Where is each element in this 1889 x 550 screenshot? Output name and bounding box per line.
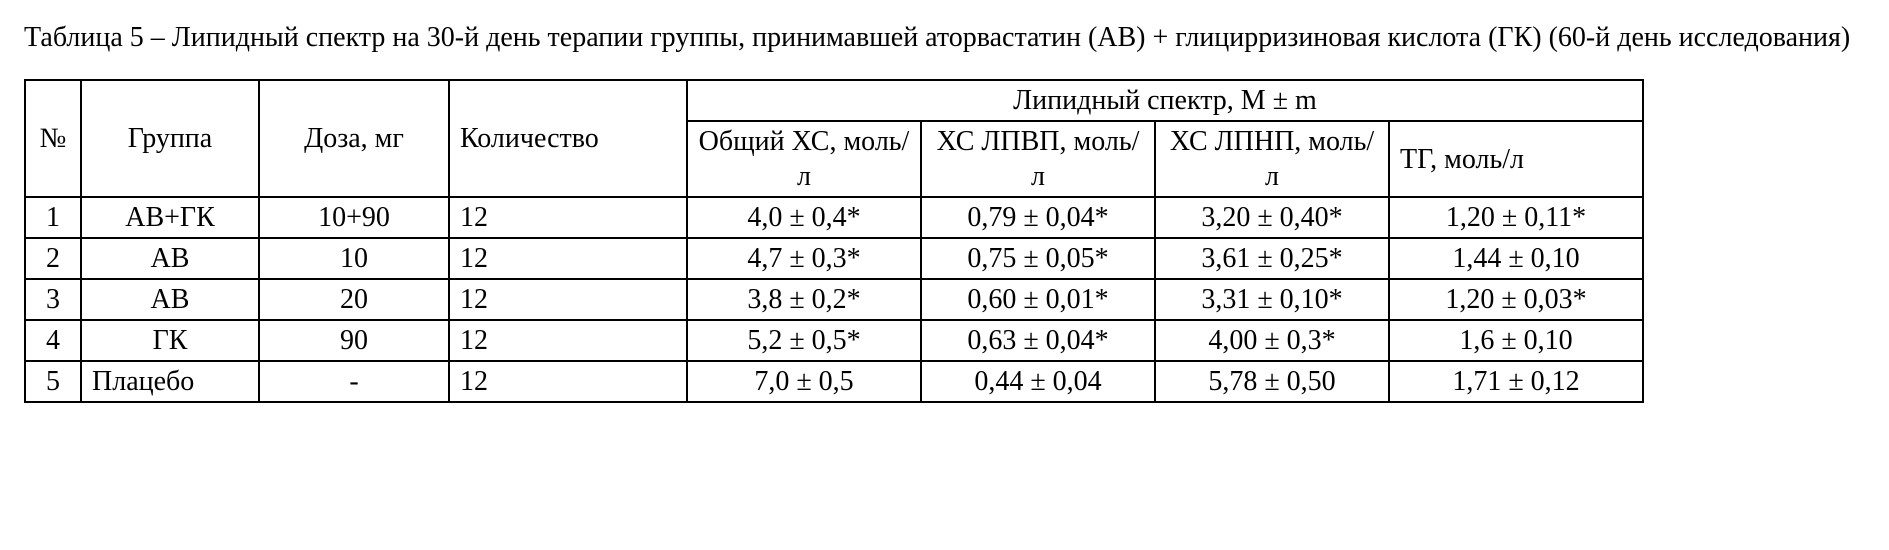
cell-dose: 10 — [259, 238, 449, 279]
table-caption: Таблица 5 – Липидный спектр на 30-й день… — [24, 20, 1865, 55]
cell-num: 1 — [25, 197, 81, 238]
col-header-total-xc: Общий ХС, моль/л — [687, 121, 921, 197]
table-row: 3 АВ 20 12 3,8 ± 0,2* 0,60 ± 0,01* 3,31 … — [25, 279, 1643, 320]
cell-ldl: 3,20 ± 0,40* — [1155, 197, 1389, 238]
cell-ldl: 4,00 ± 0,3* — [1155, 320, 1389, 361]
col-header-dose: Доза, мг — [259, 80, 449, 197]
col-header-tg: ТГ, моль/л — [1389, 121, 1643, 197]
col-header-lipid-span: Липидный спектр, M ± m — [687, 80, 1643, 121]
cell-hdl: 0,63 ± 0,04* — [921, 320, 1155, 361]
table-row: 1 АВ+ГК 10+90 12 4,0 ± 0,4* 0,79 ± 0,04*… — [25, 197, 1643, 238]
cell-hdl: 0,75 ± 0,05* — [921, 238, 1155, 279]
cell-total-xc: 5,2 ± 0,5* — [687, 320, 921, 361]
cell-total-xc: 3,8 ± 0,2* — [687, 279, 921, 320]
cell-group: АВ — [81, 279, 259, 320]
cell-qty: 12 — [449, 197, 687, 238]
cell-num: 2 — [25, 238, 81, 279]
col-header-ldl: ХС ЛПНП, моль/л — [1155, 121, 1389, 197]
cell-hdl: 0,44 ± 0,04 — [921, 361, 1155, 402]
table-row: 2 АВ 10 12 4,7 ± 0,3* 0,75 ± 0,05* 3,61 … — [25, 238, 1643, 279]
cell-num: 4 — [25, 320, 81, 361]
cell-dose: 10+90 — [259, 197, 449, 238]
col-header-group: Группа — [81, 80, 259, 197]
cell-total-xc: 4,7 ± 0,3* — [687, 238, 921, 279]
cell-group: Плацебо — [81, 361, 259, 402]
table-header-row-1: № Группа Доза, мг Количество Липидный сп… — [25, 80, 1643, 121]
col-header-hdl: ХС ЛПВП, моль/л — [921, 121, 1155, 197]
cell-total-xc: 4,0 ± 0,4* — [687, 197, 921, 238]
col-header-num: № — [25, 80, 81, 197]
cell-group: ГК — [81, 320, 259, 361]
col-header-qty: Количество — [449, 80, 687, 197]
cell-ldl: 5,78 ± 0,50 — [1155, 361, 1389, 402]
cell-dose: - — [259, 361, 449, 402]
table-row: 4 ГК 90 12 5,2 ± 0,5* 0,63 ± 0,04* 4,00 … — [25, 320, 1643, 361]
cell-total-xc: 7,0 ± 0,5 — [687, 361, 921, 402]
cell-qty: 12 — [449, 279, 687, 320]
cell-qty: 12 — [449, 238, 687, 279]
cell-qty: 12 — [449, 361, 687, 402]
cell-ldl: 3,31 ± 0,10* — [1155, 279, 1389, 320]
table-row: 5 Плацебо - 12 7,0 ± 0,5 0,44 ± 0,04 5,7… — [25, 361, 1643, 402]
lipid-table: № Группа Доза, мг Количество Липидный сп… — [24, 79, 1644, 403]
cell-tg: 1,20 ± 0,03* — [1389, 279, 1643, 320]
cell-num: 3 — [25, 279, 81, 320]
cell-dose: 90 — [259, 320, 449, 361]
cell-tg: 1,44 ± 0,10 — [1389, 238, 1643, 279]
cell-hdl: 0,79 ± 0,04* — [921, 197, 1155, 238]
cell-group: АВ+ГК — [81, 197, 259, 238]
cell-tg: 1,6 ± 0,10 — [1389, 320, 1643, 361]
cell-dose: 20 — [259, 279, 449, 320]
cell-hdl: 0,60 ± 0,01* — [921, 279, 1155, 320]
cell-ldl: 3,61 ± 0,25* — [1155, 238, 1389, 279]
cell-tg: 1,20 ± 0,11* — [1389, 197, 1643, 238]
cell-group: АВ — [81, 238, 259, 279]
cell-qty: 12 — [449, 320, 687, 361]
cell-tg: 1,71 ± 0,12 — [1389, 361, 1643, 402]
cell-num: 5 — [25, 361, 81, 402]
